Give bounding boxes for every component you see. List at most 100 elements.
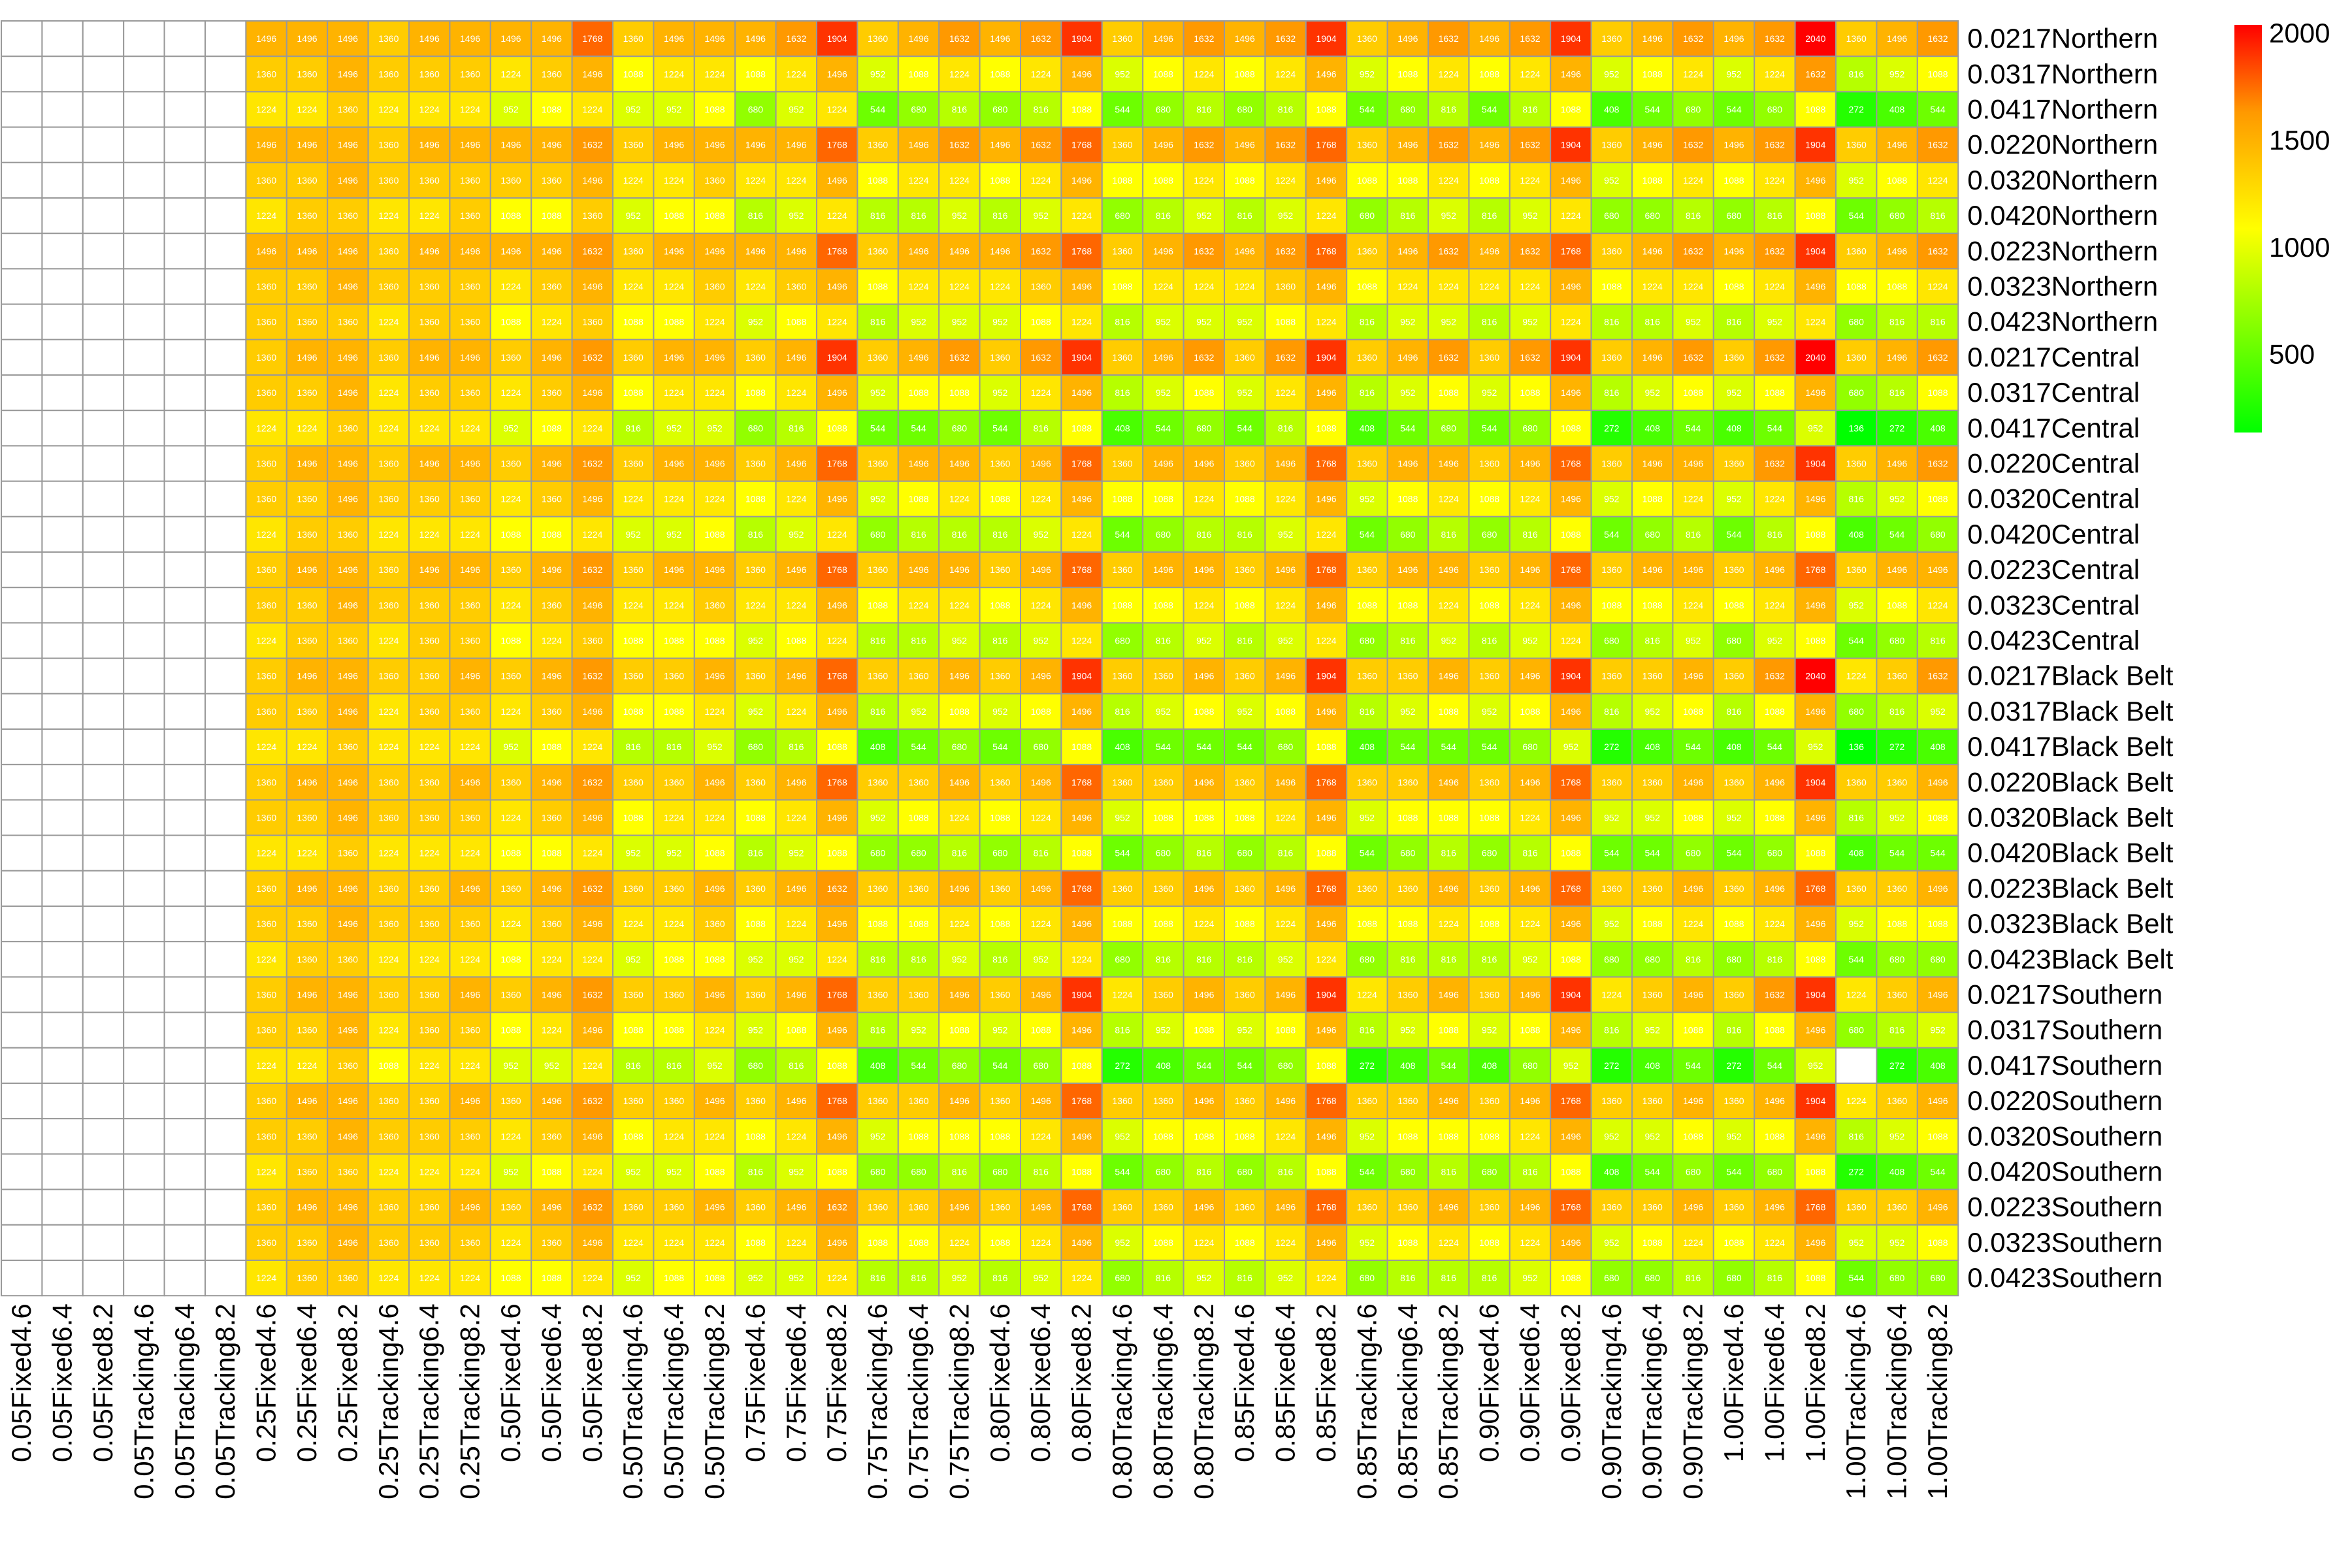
heatmap-cell: [531, 20, 573, 57]
cell-value-label: 816: [1645, 317, 1661, 327]
cell-value-label: 1088: [542, 423, 562, 433]
column-label: 0.75Fixed4.6: [740, 1303, 770, 1462]
cell-value-label: 1496: [1397, 564, 1418, 575]
cell-value-label: 1496: [786, 140, 806, 150]
cell-value-label: 952: [1604, 494, 1620, 504]
cell-value-label: 1360: [1153, 1096, 1173, 1106]
cell-value-label: 1360: [297, 813, 317, 823]
cell-value-label: 1496: [1071, 813, 1092, 823]
cell-value-label: 1768: [1316, 246, 1336, 256]
cell-value-label: 1768: [582, 33, 602, 44]
cell-value-label: 408: [1930, 423, 1946, 433]
heatmap-cell: [1142, 20, 1184, 57]
heatmap-cell: [123, 870, 165, 907]
cell-value-label: 1360: [297, 919, 317, 929]
cell-value-label: 1360: [1357, 671, 1377, 681]
cell-value-label: 816: [1441, 848, 1457, 858]
heatmap-cell: [82, 126, 125, 163]
cell-value-label: 1496: [338, 777, 358, 787]
cell-value-label: 952: [707, 423, 723, 433]
cell-value-label: 1224: [419, 423, 440, 433]
cell-value-label: 1088: [1479, 69, 1499, 79]
cell-value-label: 1496: [704, 777, 725, 787]
heatmap-cell: [163, 1011, 206, 1049]
cell-value-label: 1360: [419, 706, 440, 717]
cell-value-label: 1496: [1153, 140, 1173, 150]
cell-value-label: 1360: [1846, 564, 1867, 575]
cell-value-label: 1088: [1927, 387, 1948, 398]
cell-value-label: 1496: [745, 246, 766, 256]
cell-value-label: 544: [870, 423, 886, 433]
cell-value-label: 1088: [990, 69, 1010, 79]
cell-value-label: 1768: [1805, 564, 1825, 575]
cell-value-label: 1224: [1071, 954, 1092, 964]
cell-value-label: 1904: [827, 33, 847, 44]
heatmap-cell: [1712, 20, 1756, 57]
cell-value-label: 1360: [419, 282, 440, 292]
cell-value-label: 1360: [256, 352, 276, 363]
column-label: 1.00Fixed6.4: [1759, 1303, 1789, 1462]
cell-value-label: 1360: [1479, 1096, 1499, 1106]
cell-value-label: 1496: [1194, 564, 1214, 575]
cell-value-label: 1360: [338, 210, 358, 221]
cell-value-label: 1224: [1683, 1237, 1703, 1248]
cell-value-label: 1496: [460, 140, 480, 150]
heatmap-cell: [1590, 445, 1633, 482]
cell-value-label: 1496: [460, 246, 480, 256]
column-label: 0.25Tracking6.4: [414, 1303, 444, 1499]
cell-value-label: 952: [1196, 317, 1212, 327]
cell-value-label: 1360: [378, 175, 399, 186]
heatmap-cell: [1, 941, 43, 978]
cell-value-label: 680: [1034, 1060, 1049, 1071]
cell-value-label: 1360: [297, 1167, 317, 1177]
heatmap-cell: [1, 1260, 43, 1297]
heatmap-cell: [82, 587, 125, 624]
heatmap-cell: [775, 338, 817, 376]
cell-value-label: 1360: [378, 459, 399, 469]
cell-value-label: 1088: [1887, 919, 1907, 929]
cell-value-label: 816: [1482, 210, 1497, 221]
cell-value-label: 1224: [664, 1237, 684, 1248]
cell-value-label: 816: [1400, 210, 1416, 221]
heatmap-cell: [82, 374, 125, 412]
cell-value-label: 816: [1115, 387, 1130, 398]
heatmap-cell: [286, 268, 329, 305]
cell-value-label: 952: [1563, 742, 1579, 752]
cell-value-label: 1224: [297, 742, 317, 752]
cell-value-label: 1224: [500, 282, 521, 292]
cell-value-label: 1496: [1642, 352, 1663, 363]
heatmap-cell: [775, 515, 817, 553]
cell-value-label: 1632: [1765, 459, 1785, 469]
heatmap-cell: [163, 268, 206, 305]
cell-value-label: 1496: [1642, 564, 1663, 575]
cell-value-label: 1496: [1520, 1096, 1540, 1106]
cell-value-label: 1088: [704, 105, 725, 115]
cell-value-label: 1496: [297, 140, 317, 150]
cell-value-label: 952: [789, 1167, 804, 1177]
cell-value-label: 1496: [1316, 1237, 1336, 1248]
cell-value-label: 1088: [1887, 282, 1907, 292]
cell-value-label: 1360: [1479, 777, 1499, 787]
cell-value-label: 1904: [1316, 352, 1336, 363]
cell-value-label: 1904: [1316, 990, 1336, 1000]
cell-value-label: 1360: [256, 777, 276, 787]
cell-value-label: 1632: [1765, 33, 1785, 44]
cell-value-label: 1088: [1194, 387, 1214, 398]
cell-value-label: 1360: [1357, 140, 1377, 150]
cell-value-label: 1904: [1071, 33, 1092, 44]
cell-value-label: 408: [1604, 1167, 1620, 1177]
heatmap-cell: [1712, 91, 1756, 128]
heatmap-cell: [1428, 56, 1470, 93]
heatmap-cell: [82, 91, 125, 128]
cell-value-label: 1496: [1723, 140, 1744, 150]
cell-value-label: 1360: [1397, 777, 1418, 787]
cell-value-label: 1496: [1887, 564, 1907, 575]
heatmap-cell: [1020, 233, 1062, 270]
cell-value-label: 1496: [1153, 246, 1173, 256]
cell-value-label: 680: [1278, 1060, 1294, 1071]
cell-value-label: 816: [1889, 387, 1905, 398]
cell-value-label: 544: [1360, 848, 1375, 858]
heatmap-cell: [1, 374, 43, 412]
cell-value-label: 1496: [745, 140, 766, 150]
heatmap-cell: [1794, 303, 1837, 340]
